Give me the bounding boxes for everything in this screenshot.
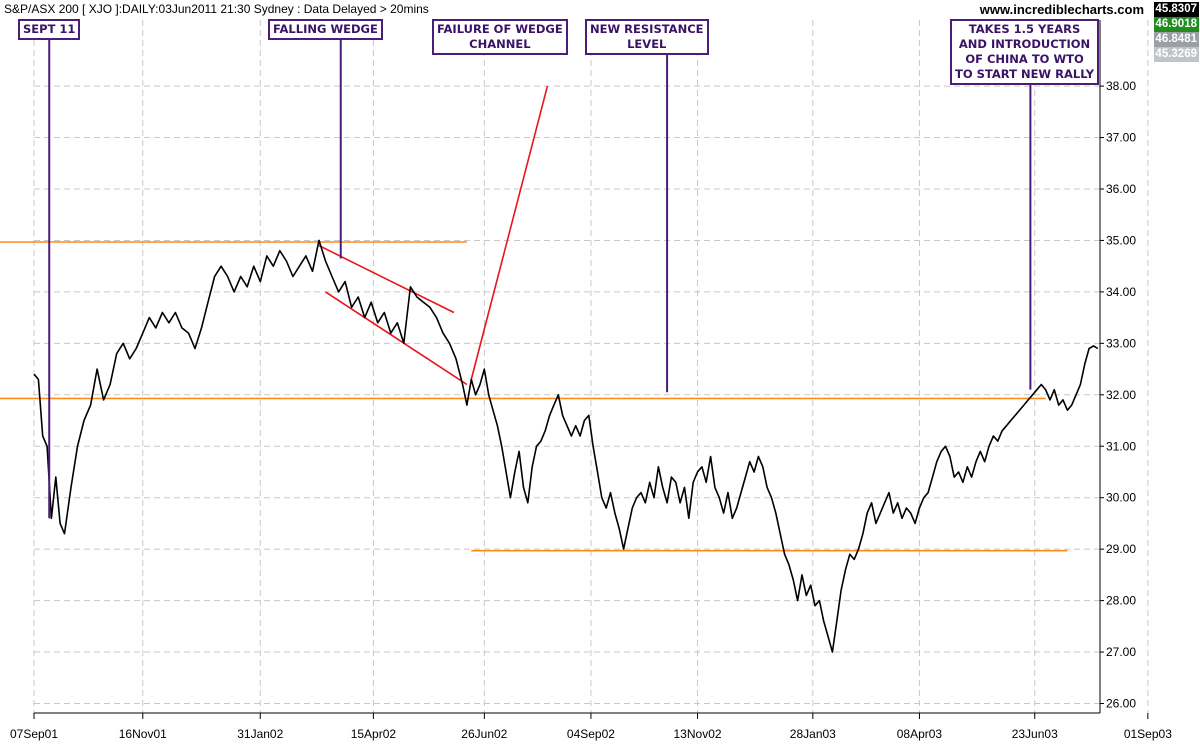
wedge-trend-line xyxy=(318,244,455,314)
x-tick-label: 31Jan02 xyxy=(237,727,283,741)
annotation-sept-11: SEPT 11 xyxy=(18,19,81,40)
x-tick-label: 15Apr02 xyxy=(351,727,397,741)
y-tick-label: 27.00 xyxy=(1106,645,1136,659)
x-tick-label: 04Sep02 xyxy=(567,727,615,741)
x-tick-label: 01Sep03 xyxy=(1124,727,1172,741)
price-box-high: 46.9018 xyxy=(1154,17,1199,32)
chart-title: S&P/ASX 200 [ XJO ]:DAILY:03Jun2011 21:3… xyxy=(4,2,429,16)
x-tick-label: 16Nov01 xyxy=(119,727,167,741)
price-box-open: 46.8481 xyxy=(1154,32,1199,47)
x-tick-label: 23Jun03 xyxy=(1012,727,1058,741)
annotation-new-resistance: NEW RESISTANCE LEVEL xyxy=(585,19,709,55)
x-tick-label: 26Jun02 xyxy=(461,727,507,741)
y-tick-label: 37.00 xyxy=(1106,131,1136,145)
y-tick-label: 33.00 xyxy=(1106,336,1136,350)
price-line xyxy=(33,239,1099,653)
x-tick-label: 08Apr03 xyxy=(897,727,943,741)
y-tick-label: 29.00 xyxy=(1106,542,1136,556)
y-tick-label: 30.00 xyxy=(1106,491,1136,505)
series-group xyxy=(33,239,1099,653)
axes xyxy=(33,20,1149,719)
x-tick-label: 07Sep01 xyxy=(10,727,58,741)
wedge-trend-line xyxy=(470,85,549,380)
annotation-falling-wedge: FALLING WEDGE xyxy=(268,19,383,40)
y-tick-labels: 26.00 27.00 28.00 29.00 30.00 31.00 32.00 33.00… xyxy=(1106,79,1136,710)
y-tick-label: 34.00 xyxy=(1106,285,1136,299)
wedge-trend-line xyxy=(325,291,468,386)
price-box-low: 45.3269 xyxy=(1154,47,1199,62)
y-tick-label: 36.00 xyxy=(1106,182,1136,196)
annotation-lines xyxy=(48,40,1032,519)
y-tick-label: 28.00 xyxy=(1106,594,1136,608)
trend-lines xyxy=(0,85,1068,552)
y-tick-label: 35.00 xyxy=(1106,233,1136,247)
x-tick-label: 28Jan03 xyxy=(790,727,836,741)
y-tick-label: 31.00 xyxy=(1106,439,1136,453)
price-box-last: 45.8307 xyxy=(1154,2,1199,17)
y-tick-label: 32.00 xyxy=(1106,388,1136,402)
y-tick-label: 38.00 xyxy=(1106,79,1136,93)
annotation-wedge-failure: FAILURE OF WEDGE CHANNEL xyxy=(432,19,568,55)
annotation-wto-rally: TAKES 1.5 YEARS AND INTRODUCTION OF CHIN… xyxy=(950,19,1100,85)
y-tick-label: 26.00 xyxy=(1106,697,1136,711)
x-tick-labels: 07Sep01 16Nov01 31Jan02 15Apr02 26Jun02 04Sep… xyxy=(10,727,1172,741)
x-tick-label: 13Nov02 xyxy=(674,727,722,741)
grid-lines xyxy=(33,20,1149,713)
watermark: www.incrediblecharts.com xyxy=(979,2,1144,17)
